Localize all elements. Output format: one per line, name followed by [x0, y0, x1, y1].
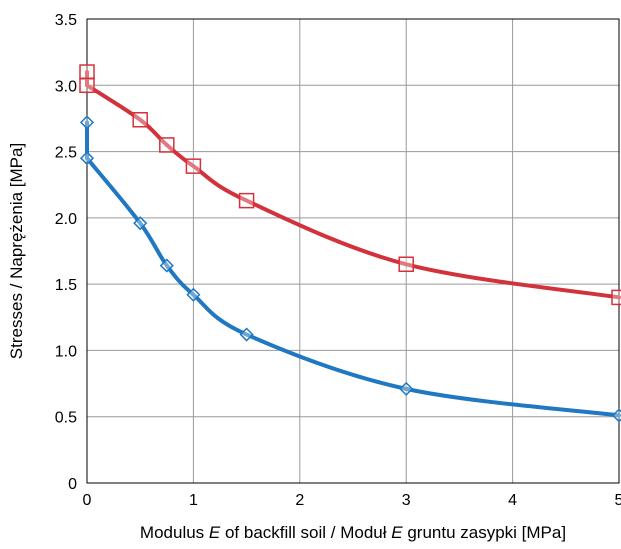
series-1	[79, 64, 621, 306]
y-tick-label-7: 3.5	[55, 12, 77, 29]
y-tick-label-2: 1.0	[55, 343, 77, 360]
grid	[87, 19, 619, 483]
series-1-point-0	[79, 64, 95, 80]
x-tick-label-5: 5	[615, 492, 621, 509]
y-tick-label-0: 0	[68, 476, 77, 493]
series-2-point-2	[133, 216, 148, 231]
series-1-line	[85, 83, 621, 300]
series-1-point-6	[398, 256, 414, 273]
y-tick-label-5: 2.5	[55, 145, 77, 162]
series-2-line	[85, 156, 621, 418]
y-tick-label-3: 1.5	[55, 277, 77, 294]
series-1-point-7	[611, 289, 621, 306]
plot-frame	[86, 18, 620, 484]
x-axis-label-part-2: E	[209, 523, 221, 542]
x-axis-label: Modulus E of backfill soil / Moduł E gru…	[140, 523, 566, 542]
series-2-point-4	[186, 287, 201, 302]
x-axis-label-part-3: of backfill soil / Moduł	[220, 523, 391, 542]
x-tick-label-1: 1	[189, 492, 198, 509]
series-2-point-6	[399, 381, 414, 396]
series-2-point-5	[239, 327, 254, 342]
tick-labels: 0 1 2 3 4 5 0 0.5 1.0 1.5 2.0 2.5 3.0 3.5	[55, 12, 621, 509]
series-1-point-5	[238, 192, 255, 209]
y-tick-label-4: 2.0	[55, 211, 77, 228]
x-axis-label-part-5: gruntu zasypki [MPa]	[403, 523, 566, 542]
x-tick-label-3: 3	[402, 492, 411, 509]
x-tick-label-0: 0	[83, 492, 92, 509]
series-1-point-4	[185, 158, 202, 174]
series-1-point-2	[132, 112, 148, 128]
series-1-point-1	[79, 77, 95, 94]
x-tick-label-2: 2	[295, 492, 304, 509]
y-tick-label-1: 0.5	[55, 410, 77, 427]
y-axis-label: Stresses / Naprężenia [MPa]	[7, 143, 26, 359]
series-1-point-3	[159, 137, 175, 153]
x-axis-label-part-4: E	[391, 523, 403, 542]
y-tick-label-6: 3.0	[55, 78, 77, 95]
series-2-point-3	[159, 258, 174, 273]
x-tick-label-4: 4	[508, 492, 517, 509]
series-layer	[79, 64, 621, 423]
x-axis-label-part-1: Modulus	[140, 523, 209, 542]
series-2	[79, 115, 621, 423]
series-2-point-1	[79, 151, 95, 166]
series-2-point-0	[79, 115, 95, 130]
series-2-point-7	[611, 408, 621, 423]
